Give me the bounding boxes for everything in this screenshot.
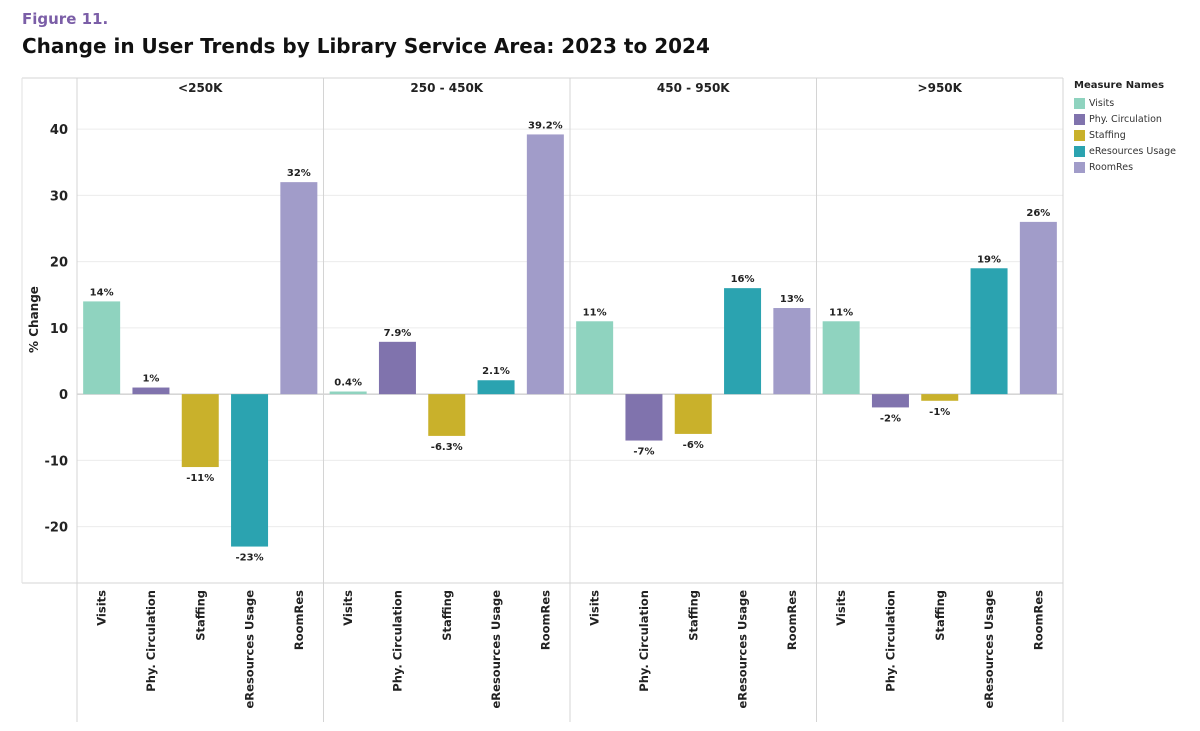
data-label: 16%: [731, 274, 755, 285]
bar: [477, 380, 515, 395]
data-label: 11%: [583, 307, 607, 318]
data-label: -2%: [880, 413, 901, 424]
legend-item: eResources Usage: [1074, 143, 1194, 159]
y-tick-label: 20: [50, 256, 68, 271]
bar: [329, 391, 367, 395]
data-label: 7.9%: [384, 328, 412, 339]
category-label: RoomRes: [1031, 590, 1045, 650]
y-tick-label: -10: [45, 454, 69, 469]
data-label: 26%: [1026, 208, 1050, 219]
data-label: 11%: [829, 307, 853, 318]
bar: [970, 268, 1008, 395]
bar: [280, 182, 318, 395]
y-tick-label: -20: [45, 521, 69, 536]
bar: [132, 387, 170, 395]
category-label: Staffing: [933, 590, 947, 641]
y-axis-title: % Change: [27, 286, 41, 353]
data-label: -11%: [186, 473, 214, 484]
bar: [773, 308, 811, 395]
category-label: Staffing: [686, 590, 700, 641]
bar: [231, 394, 269, 547]
category-label: Phy. Circulation: [883, 590, 897, 692]
legend-swatch: [1074, 145, 1085, 157]
bar: [428, 394, 466, 436]
data-label: -7%: [633, 447, 654, 458]
panel-header: <250K: [178, 81, 223, 95]
data-label: -1%: [929, 407, 950, 418]
data-label: 14%: [90, 287, 114, 298]
data-label: 0.4%: [334, 378, 362, 389]
legend-item: Visits: [1074, 95, 1194, 111]
data-label: 1%: [142, 374, 159, 385]
bar: [674, 394, 712, 434]
legend-label: RoomRes: [1089, 161, 1134, 173]
category-label: Visits: [95, 590, 109, 626]
category-label: Staffing: [193, 590, 207, 641]
bar: [921, 394, 959, 401]
data-label: -23%: [236, 553, 264, 564]
data-label: 13%: [780, 294, 804, 305]
chart-title: Change in User Trends by Library Service…: [22, 34, 710, 58]
legend-swatch: [1074, 129, 1085, 141]
y-tick-label: 10: [50, 322, 68, 337]
category-label: RoomRes: [785, 590, 799, 650]
legend-label: Phy. Circulation: [1089, 113, 1162, 125]
bar: [83, 301, 121, 395]
y-tick-label: 40: [50, 123, 68, 138]
bar: [526, 134, 564, 395]
bar: [181, 394, 219, 468]
panel-header: >950K: [918, 81, 963, 95]
category-label: Visits: [341, 590, 355, 626]
data-label: 2.1%: [482, 366, 510, 377]
legend-swatch: [1074, 97, 1085, 109]
category-label: eResources Usage: [489, 590, 503, 709]
bar: [724, 288, 762, 395]
legend-item: Staffing: [1074, 127, 1194, 143]
panel-header: 450 - 950K: [657, 81, 730, 95]
category-label: Phy. Circulation: [390, 590, 404, 692]
data-label: 39.2%: [528, 120, 563, 131]
panel-header: 250 - 450K: [410, 81, 483, 95]
legend-item: RoomRes: [1074, 159, 1194, 175]
category-label: eResources Usage: [736, 590, 750, 709]
y-tick-label: 30: [50, 189, 68, 204]
data-label: 19%: [977, 254, 1001, 265]
legend-swatch: [1074, 113, 1085, 125]
data-label: -6%: [683, 440, 704, 451]
legend-item: Phy. Circulation: [1074, 111, 1194, 127]
y-tick-label: 0: [59, 388, 68, 403]
bar: [378, 341, 416, 395]
legend-swatch: [1074, 161, 1085, 173]
data-label: -6.3%: [431, 442, 463, 453]
category-label: Visits: [834, 590, 848, 626]
bar: [576, 321, 614, 395]
figure-label: Figure 11.: [22, 10, 109, 28]
legend-label: eResources Usage: [1089, 145, 1176, 157]
category-label: eResources Usage: [243, 590, 257, 709]
legend: Measure Names Visits Phy. Circulation Staf…: [1074, 80, 1194, 175]
data-label: 32%: [287, 168, 311, 179]
bar: [822, 321, 860, 395]
legend-label: Staffing: [1089, 129, 1126, 141]
category-label: Staffing: [440, 590, 454, 641]
category-label: eResources Usage: [982, 590, 996, 709]
legend-label: Visits: [1089, 97, 1115, 109]
category-label: Visits: [588, 590, 602, 626]
category-label: RoomRes: [292, 590, 306, 650]
category-label: RoomRes: [538, 590, 552, 650]
legend-title: Measure Names: [1074, 80, 1165, 91]
bar: [871, 394, 909, 408]
category-label: Phy. Circulation: [144, 590, 158, 692]
bar: [625, 394, 663, 441]
category-label: Phy. Circulation: [637, 590, 651, 692]
bar: [1019, 221, 1057, 395]
